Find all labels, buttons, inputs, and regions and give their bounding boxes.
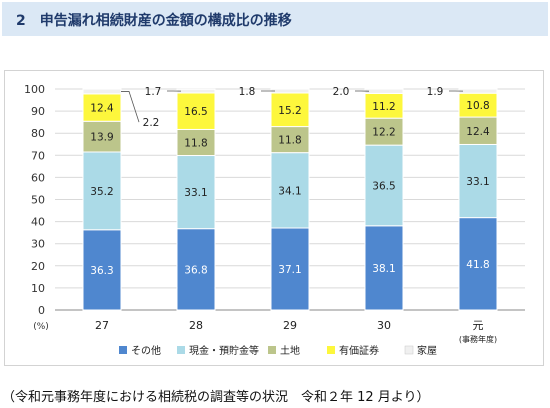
bar-segment [270, 88, 310, 94]
x-tick-label: 27 [95, 319, 109, 332]
bar-segment [82, 229, 122, 311]
bar-segment [176, 88, 216, 94]
page-title: 2 申告漏れ相続財産の金額の構成比の推移 [16, 13, 292, 29]
data-label: 16.5 [184, 106, 207, 118]
stacked-bar-chart: 0 10 20 30 40 50 60 70 80 90 100 (%) 36.3 35.2 13.9 12.… [24, 83, 525, 357]
x-tick-label: 28 [189, 319, 203, 332]
callout-line [121, 91, 140, 123]
data-label: 12.4 [466, 126, 490, 138]
bar-segment [270, 152, 310, 229]
data-label: 2.2 [143, 117, 160, 129]
legend-label: その他 [131, 344, 161, 357]
y-tick-label: 60 [31, 171, 45, 184]
y-tick-label: 0 [38, 304, 45, 317]
legend-swatch [177, 346, 185, 354]
data-label: 10.8 [466, 100, 489, 112]
bar-segment [270, 126, 310, 154]
data-label: 1.9 [427, 86, 444, 98]
bar-segment [82, 93, 122, 122]
bar-segment [176, 228, 216, 311]
bar-segment [458, 143, 498, 219]
y-tick-label: 90 [31, 105, 45, 118]
data-label: 41.8 [466, 259, 489, 271]
y-tick-label: 80 [31, 127, 45, 140]
data-label: 35.2 [90, 186, 113, 198]
x-tick-label: 元 [473, 319, 484, 332]
data-label: 12.4 [90, 103, 114, 115]
data-label: 34.1 [278, 185, 301, 197]
y-unit-label: (%) [33, 322, 49, 332]
data-label: 33.1 [466, 176, 489, 188]
data-label: 1.7 [145, 86, 162, 98]
data-label: 36.3 [90, 265, 113, 277]
data-label: 11.8 [184, 137, 207, 149]
y-tick-label: 40 [31, 216, 45, 229]
bar-segment [82, 88, 122, 95]
data-label: 33.1 [184, 187, 207, 199]
data-label: 37.1 [278, 264, 301, 276]
legend-label: 土地 [280, 344, 300, 357]
bar-segment [364, 88, 404, 94]
y-tick-label: 10 [31, 282, 45, 295]
data-label: 13.9 [90, 132, 113, 144]
legend-swatch [327, 346, 335, 354]
section-header: 2 申告漏れ相続財産の金額の構成比の推移 [2, 2, 548, 36]
legend-label: 有価証券 [339, 344, 379, 357]
legend-swatch [404, 345, 414, 355]
bar-segment [270, 227, 310, 311]
data-label: 36.5 [372, 180, 395, 192]
bar-segment [458, 116, 498, 145]
source-note: （令和元事務年度における相続税の調査等の状況 令和２年 12 月より） [2, 390, 430, 405]
legend-label: 家屋 [417, 344, 437, 357]
data-label: 11.8 [278, 135, 301, 147]
legend-swatch [119, 346, 127, 354]
legend-swatch [268, 346, 276, 354]
bar-segment [364, 225, 404, 311]
legend-label: 現金・預貯金等 [189, 344, 259, 357]
data-label: 36.8 [184, 264, 207, 276]
data-label: 38.1 [372, 263, 395, 275]
y-tick-label: 20 [31, 260, 45, 273]
data-label: 2.0 [333, 86, 350, 98]
x-tick-label: 30 [377, 319, 391, 332]
data-label: 11.2 [372, 101, 395, 113]
bar-segment [364, 117, 404, 146]
data-label: 15.2 [278, 105, 301, 117]
data-label: 12.2 [372, 127, 395, 139]
y-tick-label: 50 [31, 194, 45, 207]
chart-frame: 0 10 20 30 40 50 60 70 80 90 100 (%) 36.3 35.2 13.9 12.… [4, 70, 544, 366]
x-tick-label: 29 [283, 319, 297, 332]
data-label: 1.8 [239, 86, 256, 98]
bar-segment [82, 120, 122, 153]
bar-segment [270, 92, 310, 128]
y-tick-label: 100 [24, 83, 45, 96]
x-tick-sublabel: (事務年度) [459, 334, 497, 344]
bar-segment [458, 88, 498, 94]
y-tick-label: 70 [31, 149, 45, 162]
bar-segment [364, 92, 404, 119]
y-tick-label: 30 [31, 238, 45, 251]
bar-segment [82, 151, 122, 231]
